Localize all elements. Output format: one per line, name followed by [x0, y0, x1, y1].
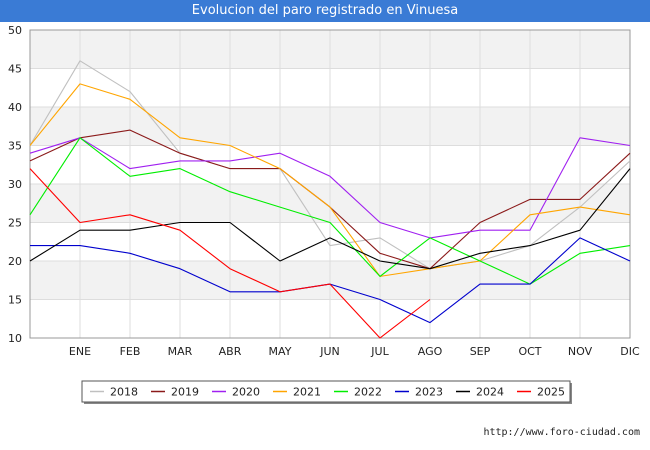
- legend-label-2025: 2025: [537, 386, 565, 399]
- x-tick-label: JUN: [319, 345, 340, 358]
- chart-title: Evolucion del paro registrado en Vinuesa: [0, 0, 650, 22]
- y-tick-label: 40: [8, 101, 22, 114]
- y-tick-label: 20: [8, 255, 22, 268]
- legend-label-2021: 2021: [293, 386, 321, 399]
- y-tick-label: 10: [8, 332, 22, 345]
- x-tick-label: FEB: [120, 345, 141, 358]
- legend-label-2018: 2018: [110, 386, 138, 399]
- legend-box: [81, 380, 571, 403]
- plot-frame: [29, 29, 631, 339]
- y-tick-label: 45: [8, 63, 22, 76]
- x-tick-label: ABR: [219, 345, 242, 358]
- series-line-2025: [29, 168, 431, 339]
- legend-label-2022: 2022: [354, 386, 382, 399]
- y-tick-label: 50: [8, 24, 22, 37]
- legend-label-2019: 2019: [171, 386, 199, 399]
- x-tick-label: JUL: [370, 345, 389, 358]
- y-tick-label: 35: [8, 140, 22, 153]
- x-tick-label: DIC: [620, 345, 640, 358]
- y-tick-label: 30: [8, 178, 22, 191]
- series-line-2024: [29, 168, 631, 270]
- x-tick-label: SEP: [470, 345, 491, 358]
- x-tick-label: MAY: [269, 345, 292, 358]
- legend-label-2023: 2023: [415, 386, 443, 399]
- legend-label-2024: 2024: [476, 386, 504, 399]
- x-tick-label: ENE: [69, 345, 91, 358]
- x-tick-label: OCT: [518, 345, 541, 358]
- x-tick-label: AGO: [418, 345, 443, 358]
- x-tick-label: NOV: [568, 345, 593, 358]
- source-credit: http://www.foro-ciudad.com: [483, 427, 640, 438]
- legend-label-2020: 2020: [232, 386, 260, 399]
- series-line-2021: [29, 83, 631, 277]
- series-line-2020: [29, 137, 631, 239]
- x-tick-label: MAR: [168, 345, 193, 358]
- y-tick-label: 15: [8, 294, 22, 307]
- y-tick-label: 25: [8, 217, 22, 230]
